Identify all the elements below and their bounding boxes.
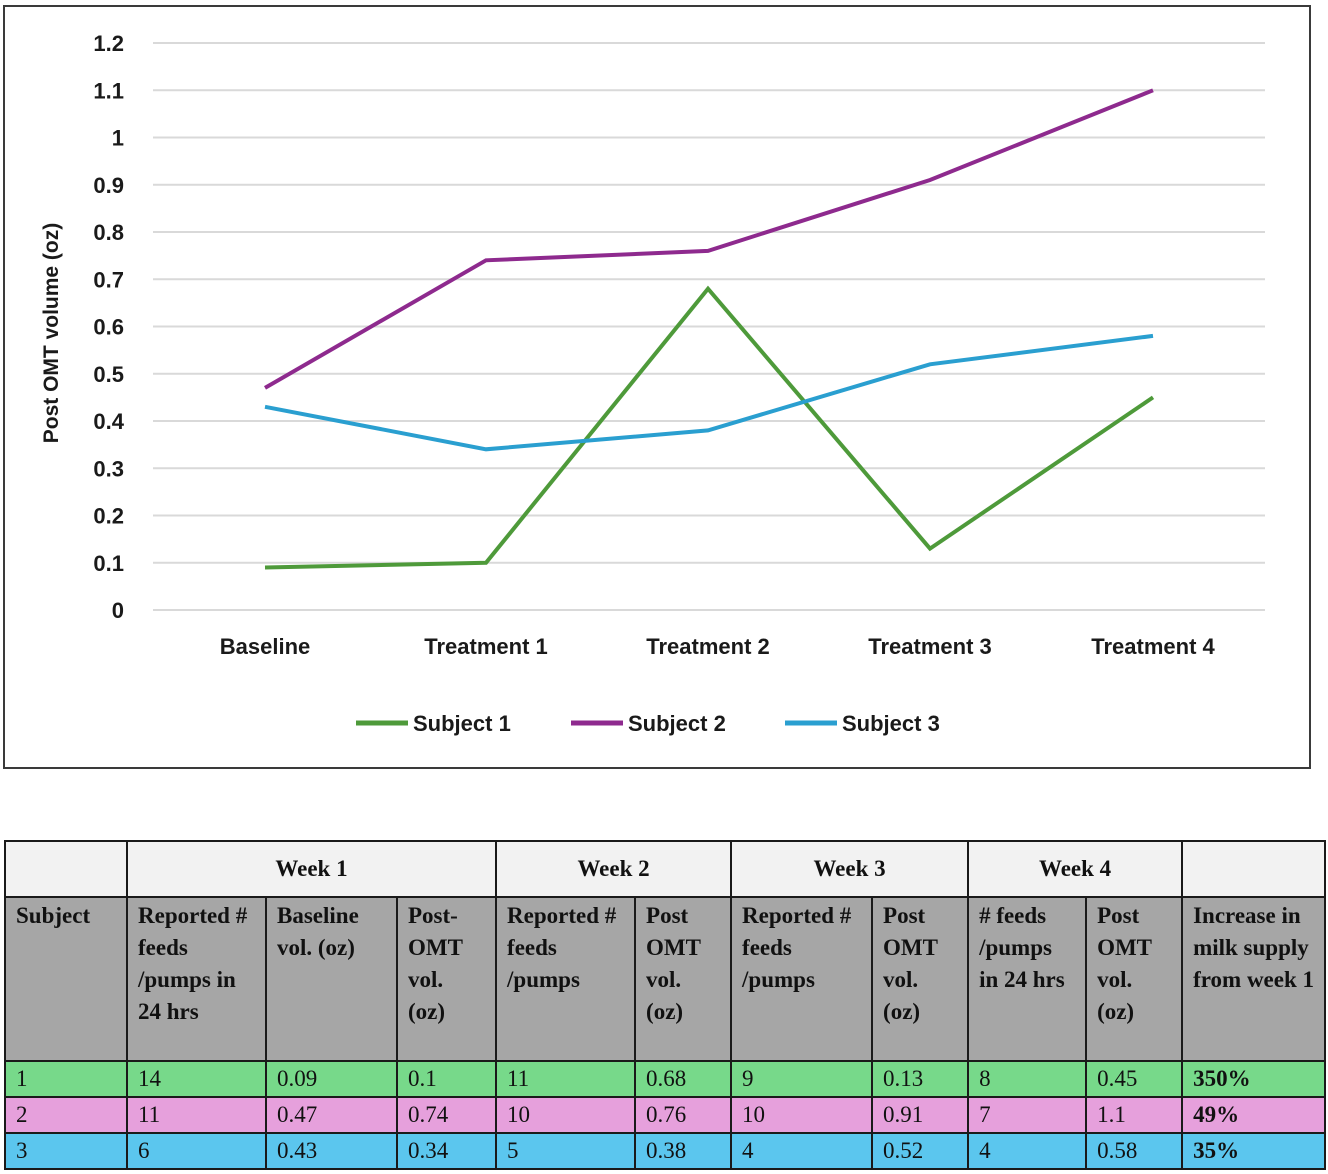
y-axis-label: Post OMT volume (oz): [40, 223, 63, 444]
table-cell: 6: [126, 1132, 267, 1170]
y-tick-label: 0: [112, 598, 124, 623]
table-cell: 0.1: [395, 1060, 498, 1098]
column-header: Reported # feeds /pumps: [495, 896, 637, 1062]
table-cell: 4: [730, 1132, 874, 1170]
column-header: # feeds /pumps in 24 hrs: [967, 896, 1088, 1062]
y-axis-ticks: 0 0.1 0.2 0.3 0.4 0.5 0.6 0.7 0.8 0.9 1 1.1 1.2: [93, 31, 124, 623]
table-cell: 0.34: [395, 1132, 498, 1170]
table-cell: 0.74: [395, 1096, 498, 1134]
column-header: Post OMT vol. (oz): [871, 896, 970, 1062]
x-tick-label: Treatment 3: [868, 634, 992, 659]
table-cell: 0.13: [871, 1060, 970, 1098]
y-tick-label: 1.1: [93, 78, 124, 103]
column-header: Reported # feeds /pumps in 24 hrs: [126, 896, 267, 1062]
line-chart: 0 0.1 0.2 0.3 0.4 0.5 0.6 0.7 0.8 0.9 1 1.1 1.2 Base…: [3, 5, 1311, 769]
y-tick-label: 1: [112, 126, 124, 151]
week-header-empty: [4, 840, 128, 898]
table-cell: 10: [495, 1096, 637, 1134]
column-header: Increase in milk supply from week 1: [1181, 896, 1327, 1062]
y-tick-label: 0.1: [93, 551, 124, 576]
table-cell: 0.43: [265, 1132, 398, 1170]
series-line-subject-3: [264, 333, 1154, 452]
legend-label-subject-1: Subject 1: [413, 711, 511, 736]
y-tick-label: 0.2: [93, 504, 124, 529]
table-cell: 0.47: [265, 1096, 398, 1134]
column-header-row: Subject Reported # feeds /pumps in 24 hrs…: [4, 896, 1327, 1062]
x-tick-label: Baseline: [220, 634, 311, 659]
table-cell: 0.91: [871, 1096, 970, 1134]
week-header-week-3: Week 3: [730, 840, 970, 898]
week-header-week-4: Week 4: [967, 840, 1184, 898]
y-tick-label: 0.4: [93, 409, 124, 434]
subject-id-cell: 1: [4, 1060, 128, 1098]
legend-label-subject-2: Subject 2: [628, 711, 726, 736]
table-cell: 14: [126, 1060, 267, 1098]
table-cell: 1.1: [1085, 1096, 1184, 1134]
subject-id-cell: 3: [4, 1132, 128, 1170]
y-tick-label: 0.8: [93, 220, 124, 245]
column-header: Post-OMT vol. (oz): [395, 896, 498, 1062]
week-header-week-1: Week 1: [125, 840, 498, 898]
week-header-empty: [1181, 840, 1327, 898]
y-tick-label: 0.6: [93, 315, 124, 340]
table-cell: 0.45: [1085, 1060, 1184, 1098]
series-lines: [263, 88, 1155, 570]
week-header-week-2: Week 2: [495, 840, 733, 898]
x-tick-label: Treatment 2: [646, 634, 770, 659]
x-axis-ticks: Baseline Treatment 1 Treatment 2 Treatment …: [220, 634, 1216, 659]
column-header: Post OMT vol. (oz): [1085, 896, 1184, 1062]
y-tick-label: 0.7: [93, 267, 124, 292]
y-tick-label: 0.3: [93, 456, 124, 481]
table-row: 1 14 0.09 0.1 11 0.68 9 0.13 8 0.45 350%: [4, 1060, 1327, 1098]
week-header-row: Week 1 Week 2 Week 3 Week 4: [4, 840, 1327, 898]
table-cell: 4: [967, 1132, 1088, 1170]
table-cell: 0.52: [871, 1132, 970, 1170]
series-line-subject-1: [264, 285, 1155, 570]
table-cell: 0.58: [1085, 1132, 1184, 1170]
increase-cell: 49%: [1181, 1096, 1327, 1134]
subject-data-table: Week 1 Week 2 Week 3 Week 4 Subject Reported…: [4, 840, 1327, 1170]
x-tick-label: Treatment 1: [424, 634, 548, 659]
legend: Subject 1 Subject 2 Subject 3: [356, 711, 940, 736]
increase-cell: 350%: [1181, 1060, 1327, 1098]
table-cell: 0.68: [634, 1060, 733, 1098]
legend-label-subject-3: Subject 3: [842, 711, 940, 736]
column-header: Post OMT vol. (oz): [634, 896, 733, 1062]
table-cell: 9: [730, 1060, 874, 1098]
table-cell: 0.76: [634, 1096, 733, 1134]
y-tick-label: 0.5: [93, 362, 124, 387]
table-body: 1 14 0.09 0.1 11 0.68 9 0.13 8 0.45 350% 2 11 0.47 0.7…: [4, 1060, 1327, 1170]
table-cell: 8: [967, 1060, 1088, 1098]
column-header: Reported # feeds /pumps: [730, 896, 874, 1062]
table-cell: 11: [495, 1060, 637, 1098]
table-cell: 11: [126, 1096, 267, 1134]
table-cell: 0.09: [265, 1060, 398, 1098]
chart-canvas: 0 0.1 0.2 0.3 0.4 0.5 0.6 0.7 0.8 0.9 1 1.1 1.2 Base…: [40, 31, 1265, 736]
table-cell: 5: [495, 1132, 637, 1170]
y-tick-label: 1.2: [93, 31, 124, 56]
series-line-subject-2: [263, 88, 1154, 390]
table-cell: 10: [730, 1096, 874, 1134]
increase-cell: 35%: [1181, 1132, 1327, 1170]
column-header: Baseline vol. (oz): [265, 896, 398, 1062]
table-cell: 0.38: [634, 1132, 733, 1170]
table-cell: 7: [967, 1096, 1088, 1134]
column-header: Subject: [4, 896, 128, 1062]
table-row: 2 11 0.47 0.74 10 0.76 10 0.91 7 1.1 49%: [4, 1096, 1327, 1134]
x-tick-label: Treatment 4: [1091, 634, 1215, 659]
table-row: 3 6 0.43 0.34 5 0.38 4 0.52 4 0.58 35%: [4, 1132, 1327, 1170]
y-tick-label: 0.9: [93, 173, 124, 198]
subject-id-cell: 2: [4, 1096, 128, 1134]
gridlines: [153, 42, 1265, 611]
